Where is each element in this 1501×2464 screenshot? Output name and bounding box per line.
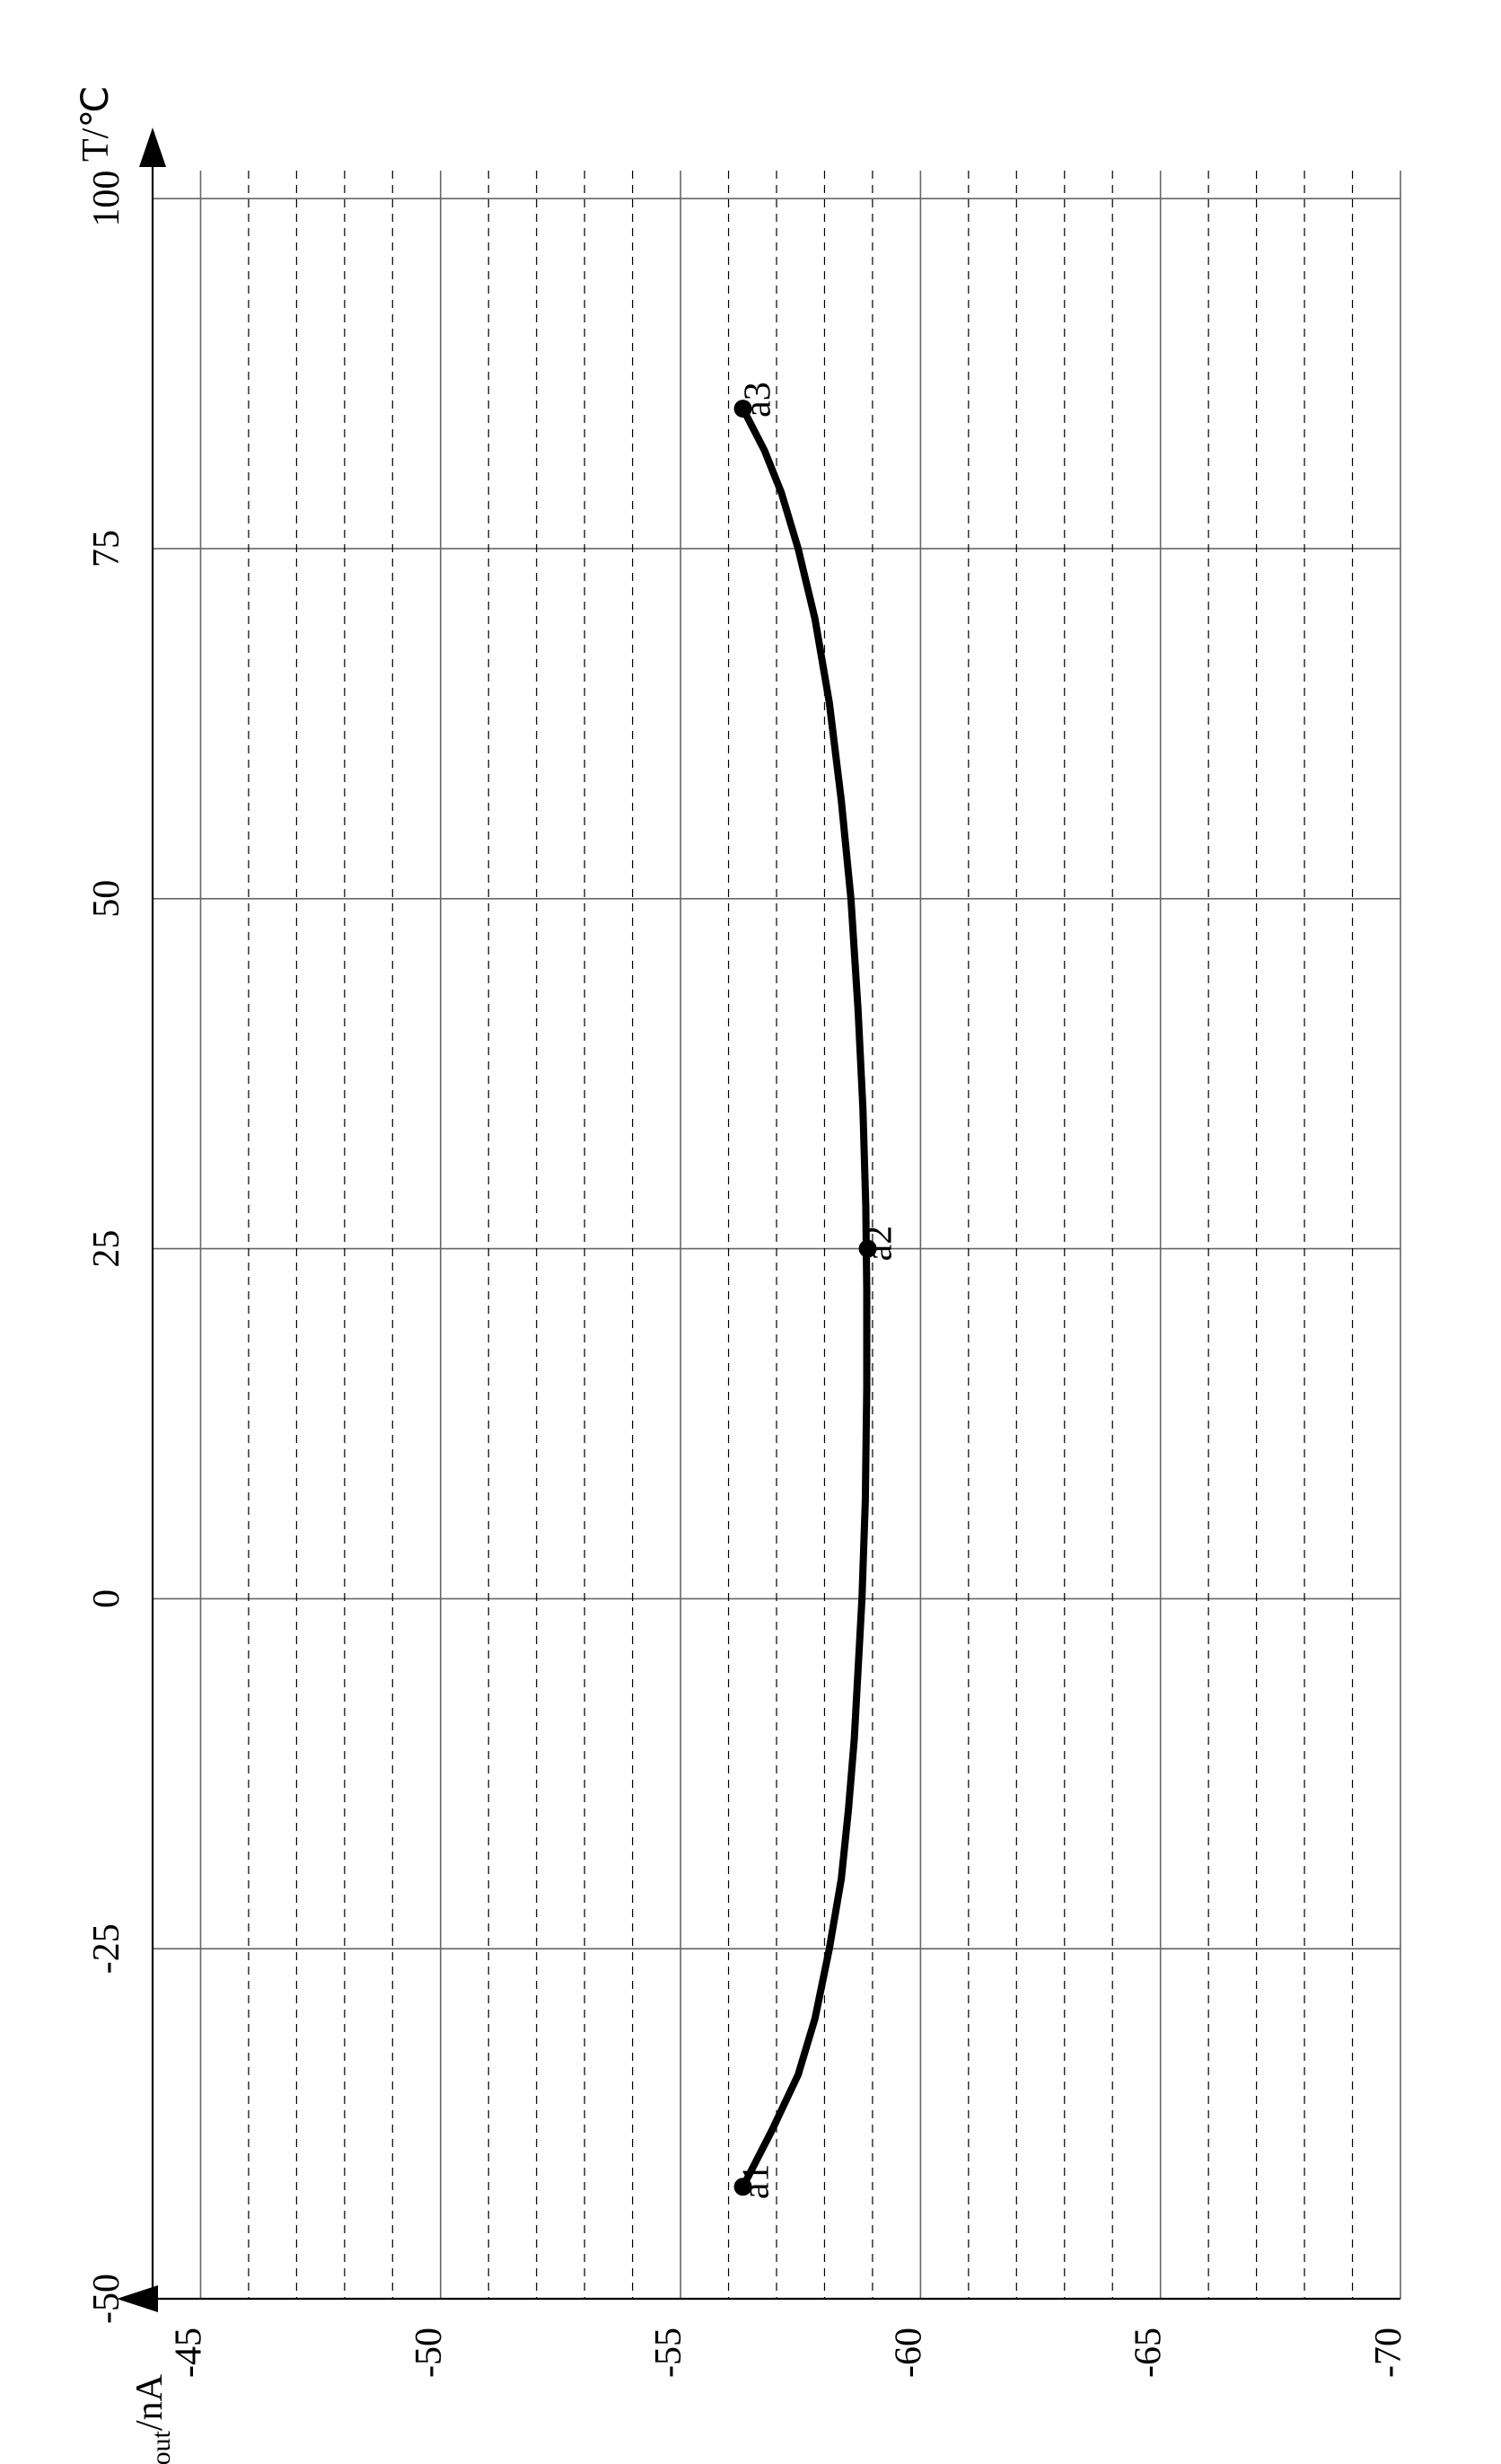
- x-tick-label: 0: [86, 1589, 127, 1608]
- curve-line: [743, 409, 867, 2187]
- x-axis-arrowhead: [139, 128, 166, 167]
- label-a1: a1: [736, 2163, 777, 2199]
- x-tick-label: -25: [86, 1923, 127, 1974]
- x-tick-label: -50: [86, 2274, 127, 2324]
- x-tick-label: 100: [86, 171, 127, 227]
- annotations: a1 a2 a3: [734, 382, 900, 2199]
- curve-group: [743, 409, 867, 2187]
- label-a2: a2: [859, 1226, 900, 1262]
- chart-svg: T/℃ Iout/nA -50 -25 0 25 50 75 100 -45 -50 -55 -60 -6…: [0, 0, 1501, 2464]
- x-axis-label: T/℃: [75, 86, 117, 163]
- y-tick-label: -55: [648, 2328, 689, 2378]
- axes: T/℃ Iout/nA: [75, 86, 1400, 2464]
- tick-labels: -50 -25 0 25 50 75 100 -45 -50 -55 -60 -65 -70: [86, 171, 1409, 2378]
- x-tick-label: 25: [86, 1230, 127, 1268]
- label-a3: a3: [738, 382, 779, 418]
- y-tick-label: -70: [1368, 2328, 1409, 2378]
- y-axis-label: Iout/nA: [129, 2373, 176, 2464]
- y-tick-label: -45: [168, 2328, 209, 2378]
- x-tick-label: 50: [86, 880, 127, 918]
- y-tick-label: -65: [1128, 2328, 1170, 2378]
- x-tick-label: 75: [86, 530, 127, 568]
- y-tick-label: -60: [888, 2328, 929, 2378]
- y-tick-label: -50: [408, 2328, 450, 2378]
